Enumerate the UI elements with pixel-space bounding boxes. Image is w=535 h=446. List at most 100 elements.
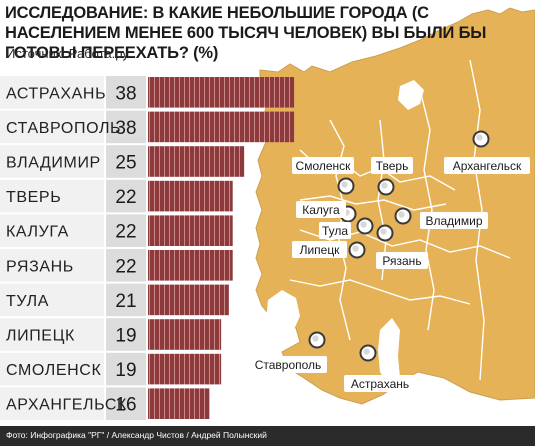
bar-row: СМОЛЕНСК 19 [0, 352, 222, 386]
black-sea [266, 290, 300, 336]
region-border [419, 89, 435, 331]
city-label-box [292, 157, 354, 174]
category-label: СТАВРОПОЛЬ [6, 120, 121, 137]
city-label: Тверь [376, 159, 409, 173]
photo-credit: Фото: Инфографика "РГ" / Александр Чисто… [6, 430, 267, 440]
city-dot-highlight [360, 221, 367, 228]
source-label: Источник: Работа.ру [6, 46, 129, 61]
city-dot-highlight [363, 348, 370, 355]
bar-row: ВЛАДИМИР 25 [0, 145, 245, 178]
region-border [469, 59, 485, 381]
city-marker: Ставрополь [249, 331, 327, 373]
category-label: РЯЗАНЬ [6, 258, 74, 275]
value-label: 19 [115, 326, 136, 347]
value-cell [106, 318, 146, 351]
bar [148, 215, 233, 246]
bar [148, 111, 295, 143]
city-dot-highlight [341, 181, 348, 188]
city-marker: Тверь [371, 157, 413, 196]
category-cell [0, 249, 104, 282]
city-label-box [296, 201, 346, 218]
value-label: 22 [115, 256, 136, 277]
white-sea [398, 80, 424, 110]
bar [148, 353, 222, 385]
bar-row: ЛИПЕЦК 19 [0, 318, 222, 351]
value-cell [106, 352, 146, 386]
city-label: Липецк [300, 243, 341, 257]
bar-row: ТВЕРЬ 22 [0, 179, 233, 213]
city-marker: Астрахань [344, 344, 416, 392]
bar [148, 77, 295, 108]
caspian-sea [378, 318, 400, 388]
region-border [289, 279, 471, 305]
city-dot-highlight [381, 182, 388, 189]
value-label: 38 [115, 83, 136, 104]
value-cell [106, 283, 146, 317]
value-label: 25 [115, 153, 136, 174]
region-border [329, 119, 351, 341]
value-label: 21 [115, 291, 136, 312]
page-title: ИССЛЕДОВАНИЕ: В КАКИЕ НЕБОЛЬШИЕ ГОРОДА (… [5, 4, 487, 62]
bar [148, 284, 229, 316]
region-border [299, 195, 447, 211]
city-marker: Калуга [296, 201, 357, 223]
city-label: Калуга [302, 203, 340, 217]
value-cell [106, 249, 146, 282]
bar-row: ТУЛА 21 [0, 283, 229, 317]
city-dot-highlight [312, 335, 319, 342]
photo-credit-bar: Фото: Инфографика "РГ" / Александр Чисто… [0, 426, 535, 446]
bar-row: РЯЗАНЬ 22 [0, 249, 233, 282]
city-label-box [292, 241, 347, 258]
city-label: Смоленск [296, 159, 352, 173]
city-label-box [249, 356, 327, 373]
value-cell [106, 214, 146, 247]
city-label: Рязань [382, 254, 421, 268]
city-label-box [319, 222, 351, 239]
map-land [255, 7, 535, 405]
category-cell [0, 76, 104, 109]
city-marker: Архангельск [444, 130, 530, 174]
category-label: СМОЛЕНСК [6, 362, 101, 379]
bar [148, 180, 233, 212]
city-label: Архангельск [453, 159, 522, 173]
value-label: 22 [115, 187, 136, 208]
city-marker: Тула [319, 217, 374, 239]
city-marker: Владимир [394, 207, 488, 229]
category-cell [0, 318, 104, 351]
city-label-box [371, 157, 413, 174]
city-marker: Смоленск [292, 157, 355, 195]
value-label: 19 [115, 360, 136, 381]
city-dot-highlight [398, 211, 405, 218]
bar [148, 250, 233, 281]
city-label: Ставрополь [255, 358, 322, 372]
bar-row: КАЛУГА 22 [0, 214, 233, 247]
value-cell [106, 145, 146, 178]
category-label: ТУЛА [6, 293, 49, 310]
category-label: АСТРАХАНЬ [6, 85, 106, 102]
city-label-box [376, 252, 428, 269]
category-label: КАЛУГА [6, 224, 69, 241]
city-dot-highlight [476, 134, 483, 141]
category-label: ЛИПЕЦК [6, 328, 75, 345]
city-label: Астрахань [351, 377, 409, 391]
category-cell [0, 352, 104, 386]
bar [148, 146, 245, 177]
category-cell [0, 283, 104, 317]
bar [148, 388, 210, 419]
category-label: ТВЕРЬ [6, 189, 61, 206]
category-cell [0, 387, 104, 420]
city-dot-highlight [380, 228, 387, 235]
city-label: Тула [322, 224, 348, 238]
category-cell [0, 214, 104, 247]
category-label: АРХАНГЕЛЬСК [6, 397, 127, 414]
value-cell [106, 110, 146, 144]
city-marker: Рязань [376, 224, 428, 269]
category-cell [0, 110, 104, 144]
value-cell [106, 76, 146, 109]
category-cell [0, 179, 104, 213]
city-label: Владимир [425, 214, 482, 228]
category-label: ВЛАДИМИР [6, 155, 101, 172]
